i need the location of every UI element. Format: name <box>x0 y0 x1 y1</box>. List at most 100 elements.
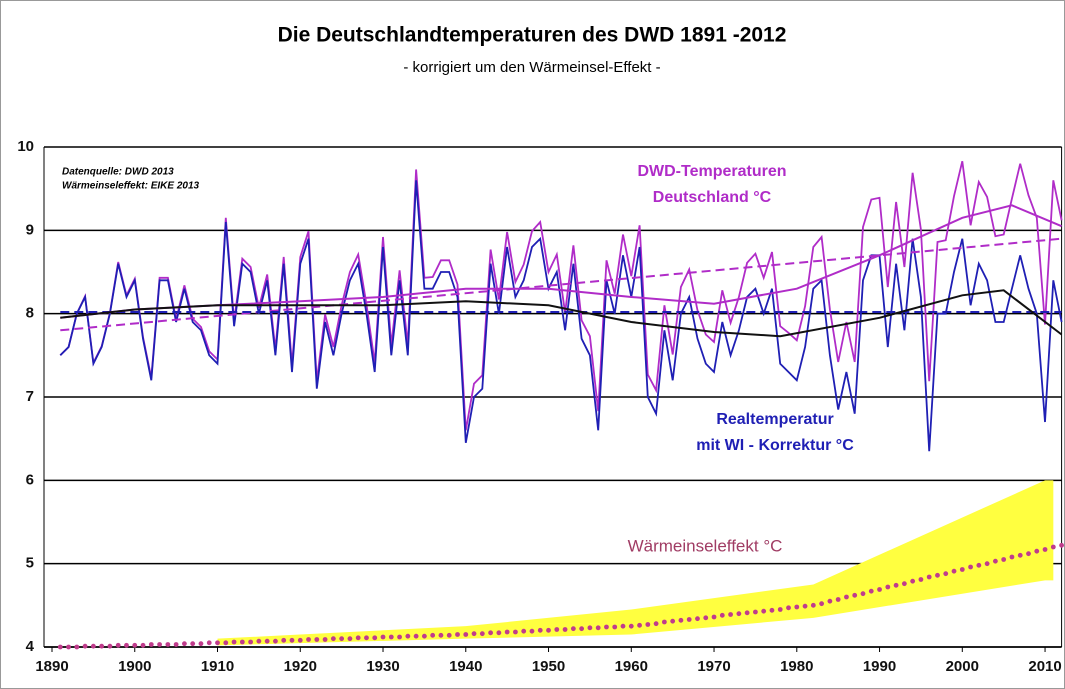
series-dot <box>397 634 402 640</box>
series-dot <box>951 568 957 574</box>
series-dot <box>231 639 237 645</box>
y-tick-label: 5 <box>26 555 34 572</box>
series-dot <box>405 633 411 639</box>
series-dot <box>719 612 725 618</box>
series-dot <box>810 602 816 608</box>
series-dot <box>786 605 791 611</box>
series-dot <box>66 644 71 650</box>
x-tick-label: 1930 <box>366 658 399 675</box>
series-dot <box>587 625 593 631</box>
annotation: Deutschland °C <box>653 189 772 206</box>
series-dot <box>653 621 659 627</box>
series-dot <box>215 640 220 646</box>
series-dot <box>935 572 940 578</box>
series-dot <box>297 637 303 643</box>
series-dot <box>471 631 477 637</box>
series-dot <box>918 577 924 582</box>
x-tick-label: 1960 <box>615 658 648 675</box>
series-dot <box>157 642 162 647</box>
series-dot <box>728 612 733 617</box>
series-dot <box>1042 547 1048 552</box>
series-dot <box>678 617 684 623</box>
series-dot <box>604 624 609 630</box>
series-dot <box>248 639 254 645</box>
series-dot <box>926 574 932 580</box>
series-dot <box>537 627 543 633</box>
y-tick-label: 6 <box>26 471 34 488</box>
series-dot <box>388 634 394 640</box>
series-dot <box>661 619 667 625</box>
x-tick-label: 1910 <box>201 658 234 675</box>
y-tick-label: 4 <box>26 638 35 655</box>
x-tick-label: 1890 <box>35 658 68 675</box>
series-dot <box>686 617 692 622</box>
series-dot <box>182 641 187 647</box>
x-tick-label: 1920 <box>284 658 317 675</box>
series-dot <box>753 609 758 615</box>
series-dot <box>570 626 576 632</box>
series-dot <box>140 642 146 648</box>
series-dot <box>984 561 990 567</box>
series-dot <box>413 633 419 639</box>
series-dot <box>711 614 717 620</box>
series-dot <box>289 637 295 643</box>
series-dot <box>57 644 63 650</box>
series-dot <box>695 616 700 622</box>
series-dot <box>322 637 328 642</box>
series-dot <box>819 601 825 607</box>
series-dot <box>306 637 311 642</box>
series-dot <box>546 627 551 633</box>
x-tick-label: 1950 <box>532 658 565 675</box>
series-dot <box>488 630 493 636</box>
series-dot <box>513 629 518 635</box>
annotation: Wärmeinseleffekt °C <box>628 536 783 555</box>
series-dot <box>504 629 510 635</box>
series-dot <box>380 634 386 640</box>
series-dot <box>165 642 171 647</box>
series-dot <box>314 637 320 642</box>
series-dot <box>148 642 154 647</box>
series-dot <box>273 638 278 644</box>
series-dot <box>877 587 882 592</box>
series-dot <box>90 643 96 649</box>
y-tick-label: 7 <box>26 388 34 405</box>
series-dot <box>74 644 80 650</box>
series-dot <box>421 633 427 639</box>
series-dot <box>562 627 568 632</box>
series-dot <box>670 618 676 624</box>
series-dot <box>281 637 287 643</box>
series-dot <box>1009 554 1015 560</box>
series-dot <box>455 632 460 637</box>
chart-subtitle: - korrigiert um den Wärmeinsel-Effekt - <box>403 59 660 76</box>
chart-title: Die Deutschlandtemperaturen des DWD 1891… <box>278 24 787 47</box>
series-dot <box>479 631 485 637</box>
series-dot <box>579 626 585 632</box>
annotation: DWD-Temperaturen <box>637 163 786 180</box>
series-dot <box>173 642 179 647</box>
series-dot <box>1026 551 1031 557</box>
series-dot <box>910 578 916 584</box>
series-dot <box>554 627 560 632</box>
series-dot <box>703 615 709 621</box>
series-dot <box>198 641 204 647</box>
series-dot <box>223 640 229 646</box>
series-dot <box>99 643 105 649</box>
series-dot <box>761 608 767 614</box>
y-tick-label: 8 <box>26 305 34 322</box>
series-dot <box>347 636 353 642</box>
series-dot <box>992 558 998 564</box>
series-dot <box>777 607 783 612</box>
series-dot <box>1050 544 1056 550</box>
series-dot <box>463 632 469 637</box>
y-tick-label: 10 <box>17 138 34 155</box>
series-dot <box>943 571 949 577</box>
x-tick-label: 1970 <box>697 658 730 675</box>
series-dot <box>794 604 800 610</box>
annotation: Datenquelle: DWD 2013 <box>62 167 174 178</box>
x-tick-label: 2000 <box>946 658 979 675</box>
x-tick-label: 1940 <box>449 658 482 675</box>
series-dot <box>107 643 113 649</box>
series-dot <box>496 630 502 636</box>
series-dot <box>802 603 808 609</box>
series-dot <box>364 635 369 641</box>
